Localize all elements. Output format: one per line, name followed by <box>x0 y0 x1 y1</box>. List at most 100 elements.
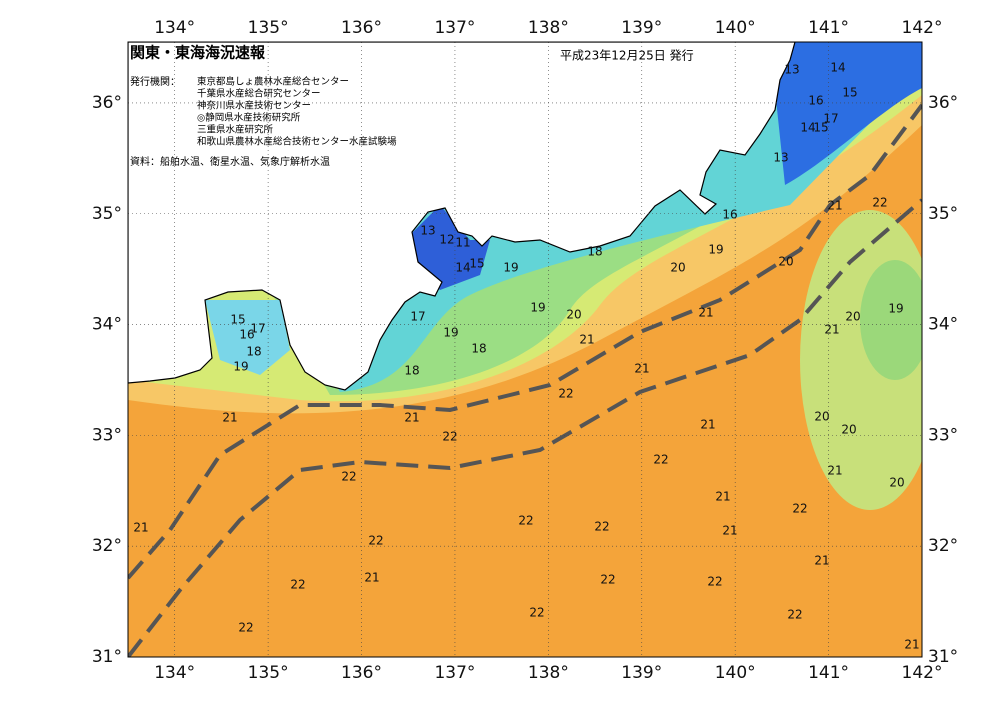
contour-label: 20 <box>778 255 793 269</box>
contour-label: 14 <box>800 121 815 135</box>
contour-label: 19 <box>503 261 518 275</box>
contour-label: 13 <box>784 63 799 77</box>
contour-label: 19 <box>708 243 723 257</box>
contour-label: 14 <box>830 61 845 75</box>
lon-label: 142° <box>902 18 943 38</box>
contour-label: 13 <box>420 224 435 238</box>
contour-label: 22 <box>653 453 668 467</box>
lat-label: 32° <box>928 536 958 556</box>
coldest-water <box>770 42 922 185</box>
contour-label: 22 <box>558 387 573 401</box>
contour-label: 22 <box>707 575 722 589</box>
contour-label: 22 <box>529 606 544 620</box>
contour-label: 18 <box>587 245 602 259</box>
contour-label: 21 <box>364 571 379 585</box>
bay-water <box>205 300 290 375</box>
contour-label: 21 <box>824 323 839 337</box>
lon-label: 134° <box>154 18 195 38</box>
contour-label: 21 <box>722 524 737 538</box>
contour-label: 17 <box>823 112 838 126</box>
lat-label: 34° <box>928 315 958 335</box>
publisher: 東京都島しょ農林水産総合センター <box>197 76 349 88</box>
contour-label: 16 <box>239 328 254 342</box>
contour-label: 15 <box>469 257 484 271</box>
lat-label: 33° <box>92 425 122 445</box>
contour-label: 21 <box>579 333 594 347</box>
contour-label: 20 <box>814 410 829 424</box>
contour-label: 17 <box>410 310 425 324</box>
lon-label: 135° <box>248 663 289 683</box>
lat-label: 34° <box>92 315 122 335</box>
publisher: 千葉県水産総合研究センター <box>197 88 321 100</box>
lat-label: 36° <box>92 93 122 113</box>
kuroshio-axis <box>128 198 922 657</box>
contour-label: 17 <box>250 322 265 336</box>
lon-label: 140° <box>715 18 756 38</box>
contour-label: 22 <box>341 470 356 484</box>
publisher-label: 発行機関： <box>130 75 180 88</box>
contour-label: 22 <box>368 534 383 548</box>
contour-label: 21 <box>404 411 419 425</box>
contour-label: 22 <box>787 608 802 622</box>
contour-label: 21 <box>814 554 829 568</box>
contour-label: 22 <box>872 196 887 210</box>
lat-label: 31° <box>92 647 122 667</box>
lat-label: 36° <box>928 93 958 113</box>
contour-label: 21 <box>904 638 919 652</box>
contour-label: 21 <box>222 411 237 425</box>
contour-label: 14 <box>455 261 470 275</box>
contour-label: 20 <box>670 261 685 275</box>
publisher: 三重県水産研究所 <box>197 124 274 136</box>
cool-patch <box>860 260 922 380</box>
contour-label: 21 <box>827 199 842 213</box>
lon-label: 142° <box>902 663 943 683</box>
contour-label: 22 <box>238 621 253 635</box>
contour-label: 21 <box>634 362 649 376</box>
lat-label: 33° <box>928 425 958 445</box>
lon-label: 139° <box>621 18 662 38</box>
sources: 資料：船舶水温、衛星水温、気象庁解析水温 <box>130 155 330 168</box>
contour-label: 15 <box>813 121 828 135</box>
contour-label: 16 <box>808 94 823 108</box>
kuroshio-axis <box>128 103 922 580</box>
contour-label: 22 <box>594 520 609 534</box>
contour-label: 18 <box>404 364 419 378</box>
lat-label: 35° <box>92 204 122 224</box>
contour-label: 15 <box>230 313 245 327</box>
lon-label: 139° <box>621 663 662 683</box>
lon-label: 136° <box>341 663 382 683</box>
contour-label: 20 <box>841 423 856 437</box>
contour-label: 12 <box>439 233 454 247</box>
lon-label: 138° <box>528 18 569 38</box>
contour-label: 21 <box>715 490 730 504</box>
contour-label: 13 <box>773 151 788 165</box>
lon-label: 141° <box>808 663 849 683</box>
contour-label: 21 <box>827 464 842 478</box>
sea-surface <box>128 42 922 657</box>
map-frame <box>127 41 923 658</box>
contour-label: 22 <box>600 573 615 587</box>
lat-label: 32° <box>92 536 122 556</box>
lon-label: 141° <box>808 18 849 38</box>
contour-label: 21 <box>133 521 148 535</box>
contour-label: 16 <box>722 208 737 222</box>
publisher: ◎静岡県水産技術研究所 <box>197 112 301 124</box>
contour-label: 22 <box>792 502 807 516</box>
contour-label: 19 <box>888 302 903 316</box>
contour-label: 18 <box>246 345 261 359</box>
lon-label: 135° <box>248 18 289 38</box>
lon-label: 137° <box>434 663 475 683</box>
contour-label: 19 <box>530 301 545 315</box>
lon-label: 137° <box>434 18 475 38</box>
contour-label: 22 <box>442 430 457 444</box>
contour-label: 20 <box>566 308 581 322</box>
contour-label: 21 <box>698 306 713 320</box>
lat-label: 31° <box>928 647 958 667</box>
issue-date: 平成23年12月25日 発行 <box>560 49 694 63</box>
publisher: 神奈川県水産技術センター <box>197 100 311 112</box>
lon-label: 134° <box>154 663 195 683</box>
contour-label: 19 <box>443 326 458 340</box>
land <box>128 42 796 391</box>
